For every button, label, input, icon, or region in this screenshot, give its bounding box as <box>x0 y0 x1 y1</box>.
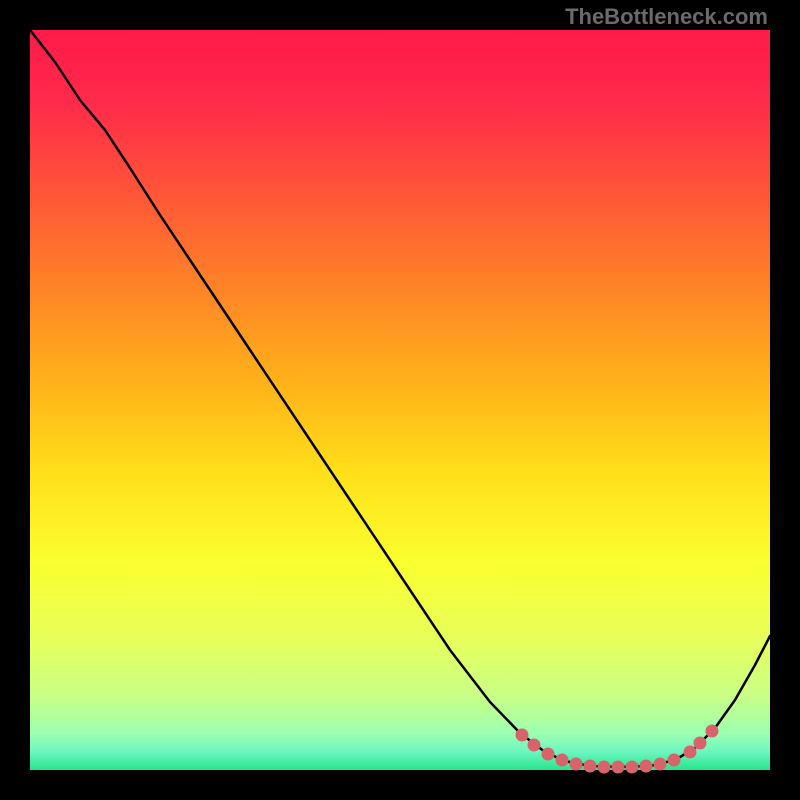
highlight-dot <box>584 760 597 773</box>
chart-frame: TheBottleneck.com <box>0 0 800 800</box>
chart-svg <box>0 0 800 800</box>
highlight-dot <box>694 737 707 750</box>
highlight-dot <box>668 754 681 767</box>
highlight-dot <box>556 754 569 767</box>
watermark-text: TheBottleneck.com <box>565 4 768 30</box>
highlight-dot <box>684 746 697 759</box>
highlight-dot <box>570 758 583 771</box>
highlight-dot <box>706 725 719 738</box>
highlight-dot <box>528 739 541 752</box>
highlight-dot <box>626 761 639 774</box>
bottleneck-curve <box>30 30 770 767</box>
highlight-dot <box>598 761 611 774</box>
highlight-dot <box>516 729 529 742</box>
highlight-dot <box>640 760 653 773</box>
highlight-dot <box>612 761 625 774</box>
highlight-dot <box>542 748 555 761</box>
highlight-dot <box>654 758 667 771</box>
